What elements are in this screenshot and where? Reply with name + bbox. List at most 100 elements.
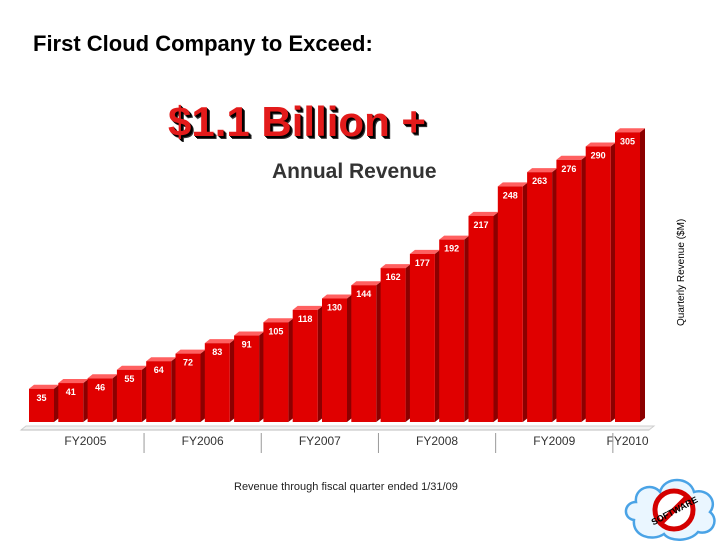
bar: 263	[527, 168, 558, 422]
fiscal-year-label: FY2010	[606, 434, 648, 448]
fiscal-year-label: FY2005	[64, 434, 106, 448]
bar-front	[556, 159, 582, 423]
bar-front	[116, 369, 142, 422]
revenue-headline: $1.1 Billion +	[168, 98, 426, 145]
bar-front	[263, 322, 289, 422]
bar-value-label: 192	[444, 244, 459, 254]
bar: 177	[409, 249, 440, 422]
bar-top	[585, 142, 616, 147]
bar-value-label: 41	[66, 387, 76, 397]
bar-front	[175, 353, 201, 422]
bar-front	[409, 253, 435, 422]
bar-front	[322, 298, 347, 422]
bar: 46	[87, 374, 118, 422]
bar: 35	[29, 384, 59, 422]
bar-side	[376, 281, 382, 422]
bar: 144	[351, 281, 382, 422]
bar-side	[347, 294, 352, 422]
bar-value-label: 105	[268, 326, 283, 336]
bar-side	[405, 264, 411, 422]
bar-value-label: 72	[183, 358, 193, 368]
bar: 248	[497, 182, 528, 422]
bar-front	[58, 383, 84, 422]
bar-side	[493, 211, 499, 422]
bar-side	[54, 384, 59, 422]
bar-value-label: 118	[298, 314, 313, 324]
bar-value-label: 162	[386, 272, 401, 282]
bar-side	[83, 379, 89, 422]
fiscal-year-label: FY2006	[182, 434, 224, 448]
bar-side	[317, 305, 323, 422]
bar-front	[234, 335, 260, 422]
bar-side	[522, 182, 528, 422]
bar-value-label: 83	[212, 347, 222, 357]
bar-side	[610, 142, 616, 422]
bar-side	[640, 128, 645, 422]
bar-front	[439, 239, 465, 422]
bar-top	[58, 379, 89, 384]
bar: 64	[146, 357, 177, 422]
bar-top	[468, 211, 499, 216]
bar-top	[351, 281, 382, 286]
chart-floor	[19, 425, 656, 431]
bar-value-label: 290	[591, 151, 606, 161]
bar-value-label: 276	[561, 164, 576, 174]
bar-side	[552, 168, 558, 422]
bar-value-label: 263	[532, 176, 547, 186]
bar-top	[29, 384, 59, 389]
bar-top	[175, 349, 206, 354]
bar-value-label: 177	[415, 258, 430, 268]
bar-side	[288, 318, 294, 422]
bar-top	[615, 128, 645, 133]
bar-top	[380, 264, 411, 269]
bar-front	[527, 172, 553, 422]
bar-value-label: 64	[154, 365, 164, 375]
bar: 118	[292, 305, 323, 422]
bar: 290	[585, 142, 616, 422]
bar-top	[556, 155, 587, 160]
bar: 162	[380, 264, 411, 422]
bar-value-label: 91	[242, 340, 252, 350]
bar-side	[200, 349, 206, 422]
bar: 192	[439, 235, 470, 422]
bar-series: 35 41 46 55 64 72 83 91 105 118 130 144 162 177 192 217…	[19, 128, 656, 431]
bar-top	[87, 374, 118, 379]
bar: 83	[204, 339, 235, 422]
bar-side	[464, 235, 470, 422]
bar: 41	[58, 379, 89, 422]
bar-top	[439, 235, 470, 240]
bar-front	[351, 285, 377, 422]
bar: 130	[322, 294, 352, 422]
footnote: Revenue through fiscal quarter ended 1/3…	[234, 481, 458, 493]
bar-top	[204, 339, 235, 344]
bar-front	[615, 132, 640, 422]
slide-title: First Cloud Company to Exceed:	[33, 31, 373, 56]
revenue-subheadline: Annual Revenue	[272, 160, 437, 183]
bar-side	[112, 374, 118, 422]
bar-top	[116, 365, 147, 370]
fiscal-year-label: FY2008	[416, 434, 458, 448]
bar-top	[409, 249, 440, 254]
bar-value-label: 130	[327, 303, 342, 313]
fiscal-year-label: FY2009	[533, 434, 575, 448]
no-software-icon: SOFTWARE	[624, 478, 716, 541]
bar-top	[292, 305, 323, 310]
bar-front	[87, 378, 113, 422]
bar-value-label: 144	[356, 289, 371, 299]
bar-side	[434, 249, 440, 422]
bar: 72	[175, 349, 206, 422]
bar-value-label: 305	[620, 136, 635, 146]
bar-side	[141, 365, 147, 422]
bar: 91	[234, 331, 265, 422]
bar-side	[171, 357, 177, 422]
bar-top	[234, 331, 265, 336]
bar-side	[229, 339, 235, 422]
bar-top	[497, 182, 528, 187]
y-axis-label: Quarterly Revenue ($M)	[676, 218, 687, 326]
fiscal-year-label: FY2007	[299, 434, 341, 448]
fiscal-year-axis: FY2005 FY2006 FY2007 FY2008 FY2009 FY2010	[64, 433, 649, 453]
bar-front	[585, 146, 611, 422]
bar-top	[322, 294, 352, 299]
bar: 276	[556, 155, 587, 423]
